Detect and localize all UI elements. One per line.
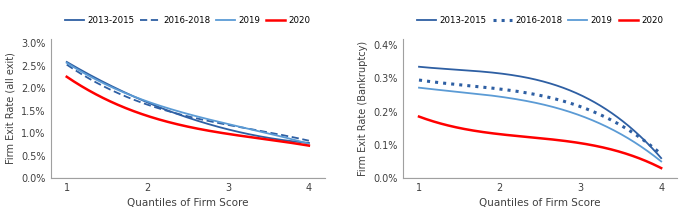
- 2020: [416, 116, 424, 118]
- X-axis label: Quantiles of Firm Score: Quantiles of Firm Score: [480, 198, 601, 208]
- 2013-2015: [415, 65, 423, 68]
- Legend: 2013-2015, 2016-2018, 2019, 2020: 2013-2015, 2016-2018, 2019, 2020: [61, 12, 314, 28]
- 2013-2015: [211, 125, 219, 127]
- 2013-2015: [267, 137, 275, 140]
- 2020: [63, 76, 71, 78]
- 2019: [305, 143, 313, 145]
- 2013-2015: [63, 61, 72, 64]
- 2019: [63, 62, 71, 64]
- 2013-2015: [558, 86, 566, 89]
- 2020: [559, 140, 568, 142]
- Line: 2016-2018: 2016-2018: [419, 80, 661, 154]
- 2013-2015: [207, 123, 215, 126]
- Line: 2019: 2019: [67, 63, 309, 144]
- Line: 2013-2015: 2013-2015: [67, 62, 309, 143]
- 2020: [619, 152, 627, 154]
- 2016-2018: [634, 135, 643, 138]
- 2020: [211, 131, 219, 133]
- 2013-2015: [619, 120, 627, 123]
- 2016-2018: [657, 153, 665, 155]
- Line: 2016-2018: 2016-2018: [67, 65, 309, 141]
- 2019: [416, 86, 424, 89]
- Y-axis label: Firm Exit Rate (Bankruptcy): Firm Exit Rate (Bankruptcy): [358, 41, 368, 176]
- 2019: [207, 119, 215, 121]
- 2016-2018: [559, 100, 568, 102]
- 2016-2018: [305, 139, 313, 142]
- 2013-2015: [657, 157, 665, 159]
- 2016-2018: [416, 79, 424, 82]
- Y-axis label: Firm Exit Rate (all exit): Firm Exit Rate (all exit): [6, 52, 16, 164]
- 2016-2018: [207, 120, 215, 123]
- 2016-2018: [558, 100, 566, 102]
- 2019: [558, 108, 566, 111]
- 2016-2018: [415, 79, 423, 81]
- X-axis label: Quantiles of Firm Score: Quantiles of Firm Score: [127, 198, 248, 208]
- 2019: [206, 118, 214, 121]
- 2020: [207, 130, 215, 132]
- 2020: [634, 157, 643, 159]
- 2016-2018: [211, 121, 219, 124]
- 2019: [63, 62, 72, 65]
- 2016-2018: [63, 63, 71, 66]
- 2013-2015: [282, 139, 290, 142]
- 2020: [63, 76, 72, 79]
- 2016-2018: [206, 120, 214, 123]
- 2019: [619, 134, 627, 137]
- 2020: [282, 141, 290, 143]
- 2020: [305, 144, 313, 147]
- 2019: [211, 120, 219, 122]
- 2013-2015: [206, 123, 214, 126]
- 2019: [559, 108, 568, 111]
- Line: 2019: 2019: [419, 88, 661, 161]
- 2019: [282, 137, 290, 139]
- 2019: [657, 160, 665, 163]
- Line: 2020: 2020: [67, 77, 309, 146]
- 2020: [657, 167, 665, 169]
- 2016-2018: [267, 132, 275, 134]
- 2013-2015: [559, 86, 568, 89]
- 2013-2015: [63, 61, 71, 63]
- 2013-2015: [634, 133, 643, 136]
- 2016-2018: [563, 101, 571, 104]
- 2019: [563, 110, 571, 112]
- 2020: [267, 139, 275, 141]
- 2019: [267, 133, 275, 135]
- Line: 2020: 2020: [419, 117, 661, 168]
- 2016-2018: [619, 125, 627, 128]
- Line: 2013-2015: 2013-2015: [419, 67, 661, 158]
- 2016-2018: [282, 135, 290, 137]
- 2020: [415, 115, 423, 118]
- 2020: [558, 139, 566, 142]
- 2020: [563, 140, 571, 143]
- 2019: [415, 86, 423, 89]
- Legend: 2013-2015, 2016-2018, 2019, 2020: 2013-2015, 2016-2018, 2019, 2020: [413, 12, 667, 28]
- 2016-2018: [63, 64, 72, 67]
- 2019: [634, 144, 643, 146]
- 2013-2015: [563, 88, 571, 91]
- 2013-2015: [416, 65, 424, 68]
- 2013-2015: [305, 142, 313, 144]
- 2020: [206, 130, 214, 132]
